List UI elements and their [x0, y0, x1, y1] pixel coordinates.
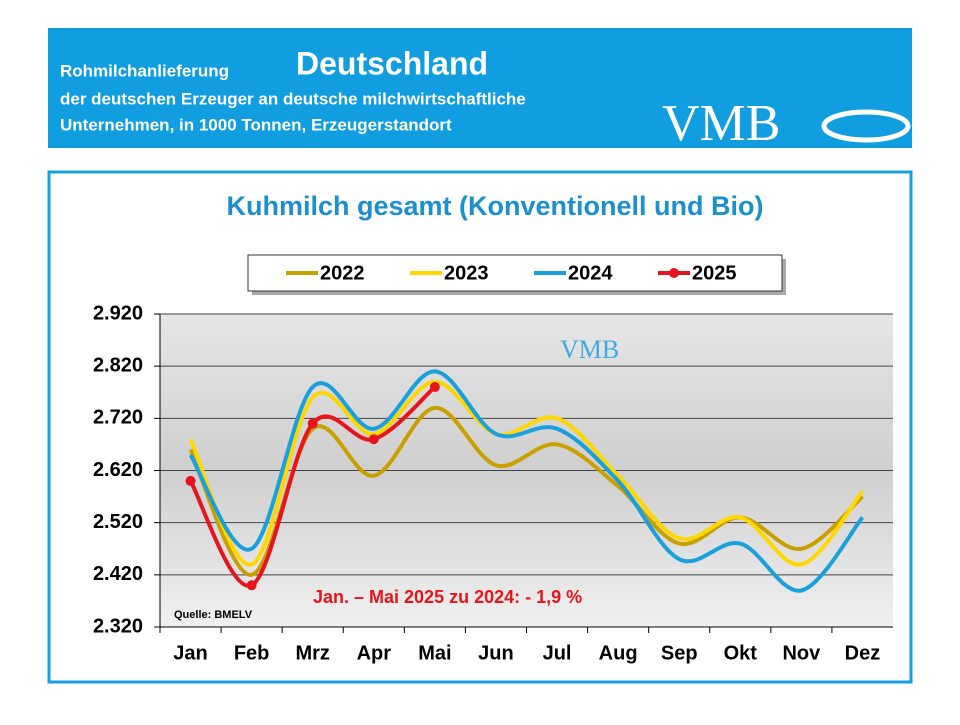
- header-logo: VMB: [662, 95, 780, 152]
- y-tick-label: 2.820: [93, 354, 143, 376]
- legend-label: 2023: [444, 262, 489, 284]
- x-tick-label: Mrz: [295, 642, 329, 664]
- x-tick-label: Nov: [782, 642, 821, 664]
- point: [307, 418, 318, 429]
- x-tick-label: Mai: [418, 642, 451, 664]
- annotation: Jan. – Mai 2025 zu 2024: - 1,9 %: [313, 587, 582, 607]
- series-line: [188, 369, 865, 593]
- x-tick-label: Okt: [724, 642, 758, 664]
- x-tick-label: Jun: [478, 642, 514, 664]
- x-tick-label: Feb: [234, 642, 270, 664]
- header-country: Deutschland: [296, 45, 488, 81]
- x-tick-label: Aug: [599, 642, 638, 664]
- y-tick-label: 2.720: [93, 407, 143, 429]
- logo-swirl: [821, 109, 911, 143]
- x-tick-label: Apr: [357, 642, 392, 664]
- header-band: [48, 28, 912, 148]
- legend-marker: [669, 268, 679, 278]
- point: [429, 382, 440, 393]
- y-tick-label: 2.620: [93, 459, 143, 481]
- header-line1: Rohmilchanlieferung: [60, 61, 229, 80]
- point: [246, 580, 257, 591]
- legend-label: 2024: [568, 262, 613, 284]
- x-tick-label: Sep: [661, 642, 698, 664]
- header-line2: der deutschen Erzeuger an deutsche milch…: [60, 89, 526, 108]
- x-tick-label: Jul: [543, 642, 572, 664]
- y-tick-label: 2.320: [93, 615, 143, 637]
- y-tick-label: 2.420: [93, 563, 143, 585]
- y-tick-label: 2.520: [93, 511, 143, 533]
- series-line: [188, 385, 437, 588]
- legend-label: 2025: [692, 262, 737, 284]
- chart-title: Kuhmilch gesamt (Konventionell und Bio): [226, 191, 763, 221]
- legend-label: 2022: [320, 262, 365, 284]
- point: [368, 434, 379, 445]
- x-tick-label: Jan: [173, 642, 207, 664]
- header-line3: Unternehmen, in 1000 Tonnen, Erzeugersta…: [60, 115, 452, 134]
- point: [185, 475, 196, 486]
- source: Quelle: BMELV: [174, 609, 253, 621]
- watermark: VMB: [560, 335, 619, 364]
- legend: [247, 254, 783, 292]
- y-tick-label: 2.920: [93, 302, 143, 324]
- x-tick-label: Dez: [845, 642, 881, 664]
